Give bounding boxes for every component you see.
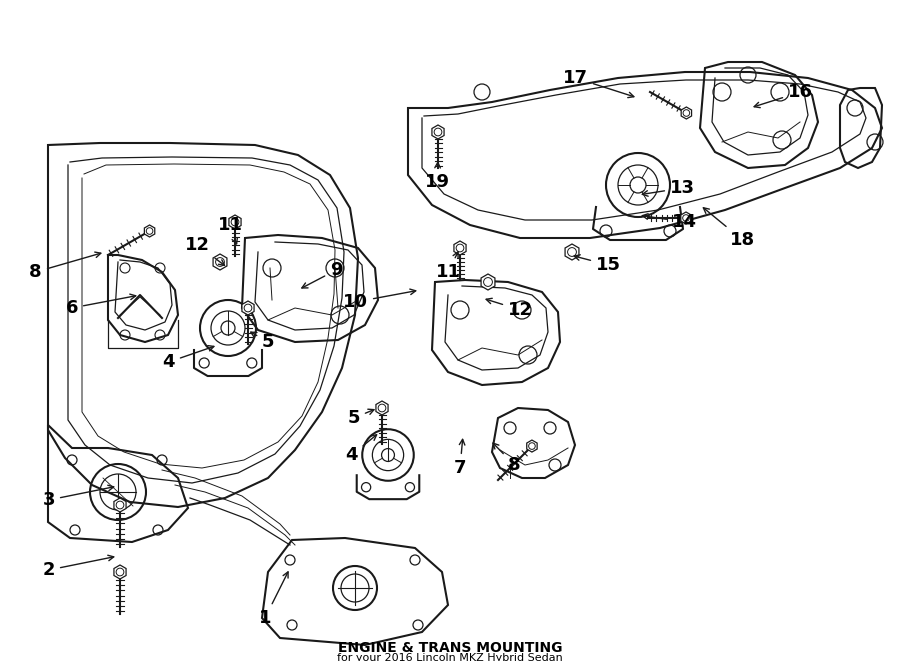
Text: 1: 1 [259,572,288,627]
Text: 10: 10 [343,289,416,311]
Text: 7: 7 [454,440,466,477]
Polygon shape [213,254,227,270]
Text: 9: 9 [302,261,343,288]
Text: 4: 4 [163,346,214,371]
Text: 18: 18 [703,208,755,249]
Polygon shape [454,241,466,255]
Text: 15: 15 [574,254,621,274]
Text: 5: 5 [251,332,274,351]
Text: 17: 17 [563,69,634,98]
Polygon shape [432,125,444,139]
Text: 2: 2 [42,555,113,579]
Polygon shape [565,244,579,260]
Text: 4: 4 [346,435,376,464]
Text: 5: 5 [347,409,374,427]
Text: 16: 16 [754,83,813,108]
Polygon shape [114,565,126,579]
Text: 11: 11 [436,252,461,281]
Polygon shape [680,212,691,224]
Text: 19: 19 [425,163,449,191]
Polygon shape [482,274,495,290]
Text: for your 2016 Lincoln MKZ Hybrid Sedan: for your 2016 Lincoln MKZ Hybrid Sedan [338,653,562,661]
Polygon shape [681,107,691,119]
Polygon shape [114,498,126,512]
Polygon shape [526,440,537,452]
Text: 14: 14 [643,213,697,231]
Text: 6: 6 [66,294,136,317]
Text: ENGINE & TRANS MOUNTING: ENGINE & TRANS MOUNTING [338,641,562,655]
Text: 13: 13 [643,179,695,197]
Polygon shape [376,401,388,415]
Text: 11: 11 [218,216,242,244]
Polygon shape [144,225,155,237]
Text: 8: 8 [493,443,520,474]
Text: 3: 3 [42,485,113,509]
Polygon shape [229,215,241,229]
Text: 12: 12 [486,298,533,319]
Polygon shape [242,301,254,315]
Text: 12: 12 [185,236,224,265]
Text: 8: 8 [30,252,101,281]
